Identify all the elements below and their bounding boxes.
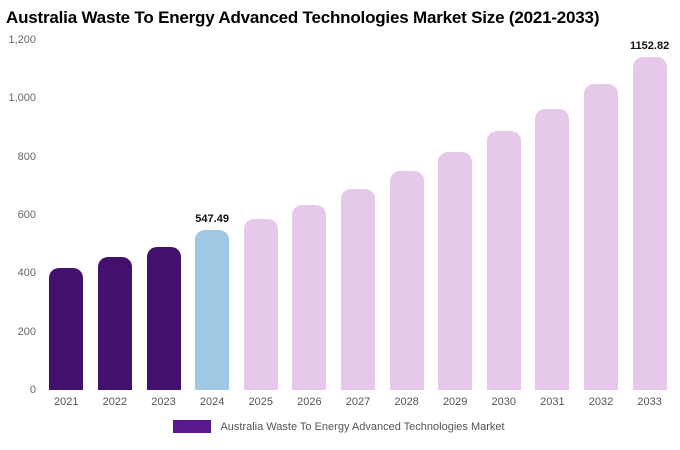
bar-column <box>431 40 480 390</box>
bar-column <box>577 40 626 390</box>
bar-2023[interactable] <box>146 246 181 390</box>
x-tick-label: 2033 <box>637 396 662 408</box>
bar-2031[interactable] <box>535 109 570 390</box>
x-tick-label: 2029 <box>442 396 468 408</box>
bar-column <box>382 40 431 390</box>
bar-2022[interactable] <box>97 257 132 390</box>
y-tick-label: 800 <box>17 150 36 163</box>
bar-value-label: 1152.82 <box>630 40 670 52</box>
bar-column <box>479 40 528 390</box>
y-axis: 1,200 1,000 800 600 400 200 0 <box>4 34 42 396</box>
y-tick-label: 1,000 <box>8 92 36 105</box>
x-tick-label: 2027 <box>345 396 371 408</box>
x-tick-label: 2025 <box>248 396 273 408</box>
x-tick-label: 2030 <box>491 396 517 408</box>
x-tick-label: 2024 <box>199 396 225 408</box>
bars-area: 547.49 1152.82 <box>42 40 674 390</box>
chart-title: Australia Waste To Energy Advanced Techn… <box>6 8 600 27</box>
legend[interactable]: Australia Waste To Energy Advanced Techn… <box>4 420 674 433</box>
legend-swatch-icon <box>173 420 212 433</box>
bar-column <box>285 40 334 390</box>
x-tick-label: 2032 <box>588 396 614 408</box>
bar-2026[interactable] <box>292 204 327 390</box>
plot-area: 1,200 1,000 800 600 400 200 0 547.49 1152.82 <box>4 34 674 396</box>
bar-2024[interactable] <box>195 230 230 390</box>
x-tick-label: 2026 <box>297 396 322 408</box>
bar-column <box>91 40 140 390</box>
bar-column <box>334 40 383 390</box>
bar-2029[interactable] <box>438 152 473 390</box>
bar-column <box>236 40 285 390</box>
bar-2027[interactable] <box>340 188 375 390</box>
bar-2025[interactable] <box>243 219 278 390</box>
x-tick-label: 2021 <box>54 396 79 408</box>
x-axis: 2021 2022 2023 2024 2025 2026 2027 2028 2029 2030… <box>42 396 674 408</box>
x-tick-label: 2022 <box>102 396 128 408</box>
bar-column: 1152.82 <box>625 40 674 390</box>
bar-column <box>139 40 188 390</box>
x-tick-label: 2028 <box>394 396 419 408</box>
bar-column <box>42 40 91 390</box>
y-tick-label: 0 <box>29 384 36 396</box>
bar-2032[interactable] <box>584 83 618 390</box>
bar-value-label: 547.49 <box>195 213 229 226</box>
bar-2028[interactable] <box>389 171 424 390</box>
y-tick-label: 200 <box>17 325 36 338</box>
legend-label: Australia Waste To Energy Advanced Techn… <box>220 420 505 433</box>
x-tick-label: 2031 <box>540 396 565 408</box>
bar-column <box>528 40 577 390</box>
x-tick-label: 2023 <box>151 396 176 408</box>
bar-2030[interactable] <box>486 131 521 390</box>
y-tick-label: 400 <box>17 267 36 280</box>
bar-2021[interactable] <box>49 268 84 390</box>
y-tick-label: 1,200 <box>8 34 36 46</box>
bar-column: 547.49 <box>188 40 237 390</box>
bar-2033[interactable] <box>632 57 667 390</box>
y-tick-label: 600 <box>17 209 36 221</box>
